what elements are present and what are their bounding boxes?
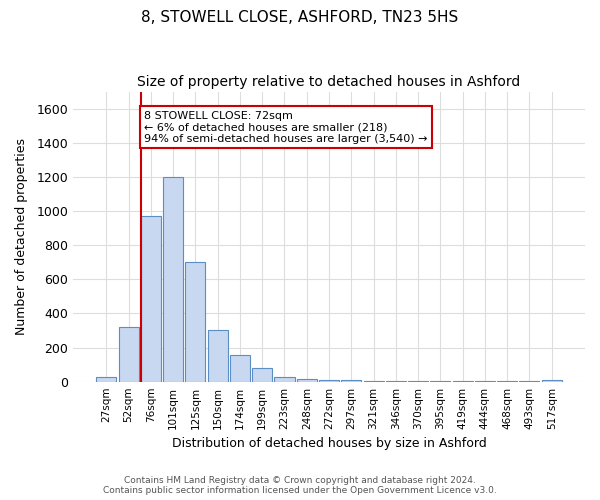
Bar	[141, 216, 161, 382]
Bar	[319, 380, 339, 382]
Text: 8, STOWELL CLOSE, ASHFORD, TN23 5HS: 8, STOWELL CLOSE, ASHFORD, TN23 5HS	[142, 10, 458, 25]
Bar	[163, 177, 183, 382]
X-axis label: Distribution of detached houses by size in Ashford: Distribution of detached houses by size …	[172, 437, 487, 450]
Bar	[364, 381, 383, 382]
Bar	[341, 380, 361, 382]
Text: Contains HM Land Registry data © Crown copyright and database right 2024.
Contai: Contains HM Land Registry data © Crown c…	[103, 476, 497, 495]
Bar	[208, 330, 228, 382]
Bar	[542, 380, 562, 382]
Bar	[230, 355, 250, 382]
Bar	[97, 378, 116, 382]
Y-axis label: Number of detached properties: Number of detached properties	[15, 138, 28, 335]
Bar	[119, 327, 139, 382]
Bar	[252, 368, 272, 382]
Bar	[274, 378, 295, 382]
Bar	[185, 262, 205, 382]
Bar	[430, 381, 451, 382]
Title: Size of property relative to detached houses in Ashford: Size of property relative to detached ho…	[137, 75, 521, 89]
Text: 8 STOWELL CLOSE: 72sqm
← 6% of detached houses are smaller (218)
94% of semi-det: 8 STOWELL CLOSE: 72sqm ← 6% of detached …	[144, 111, 428, 144]
Bar	[297, 379, 317, 382]
Bar	[386, 381, 406, 382]
